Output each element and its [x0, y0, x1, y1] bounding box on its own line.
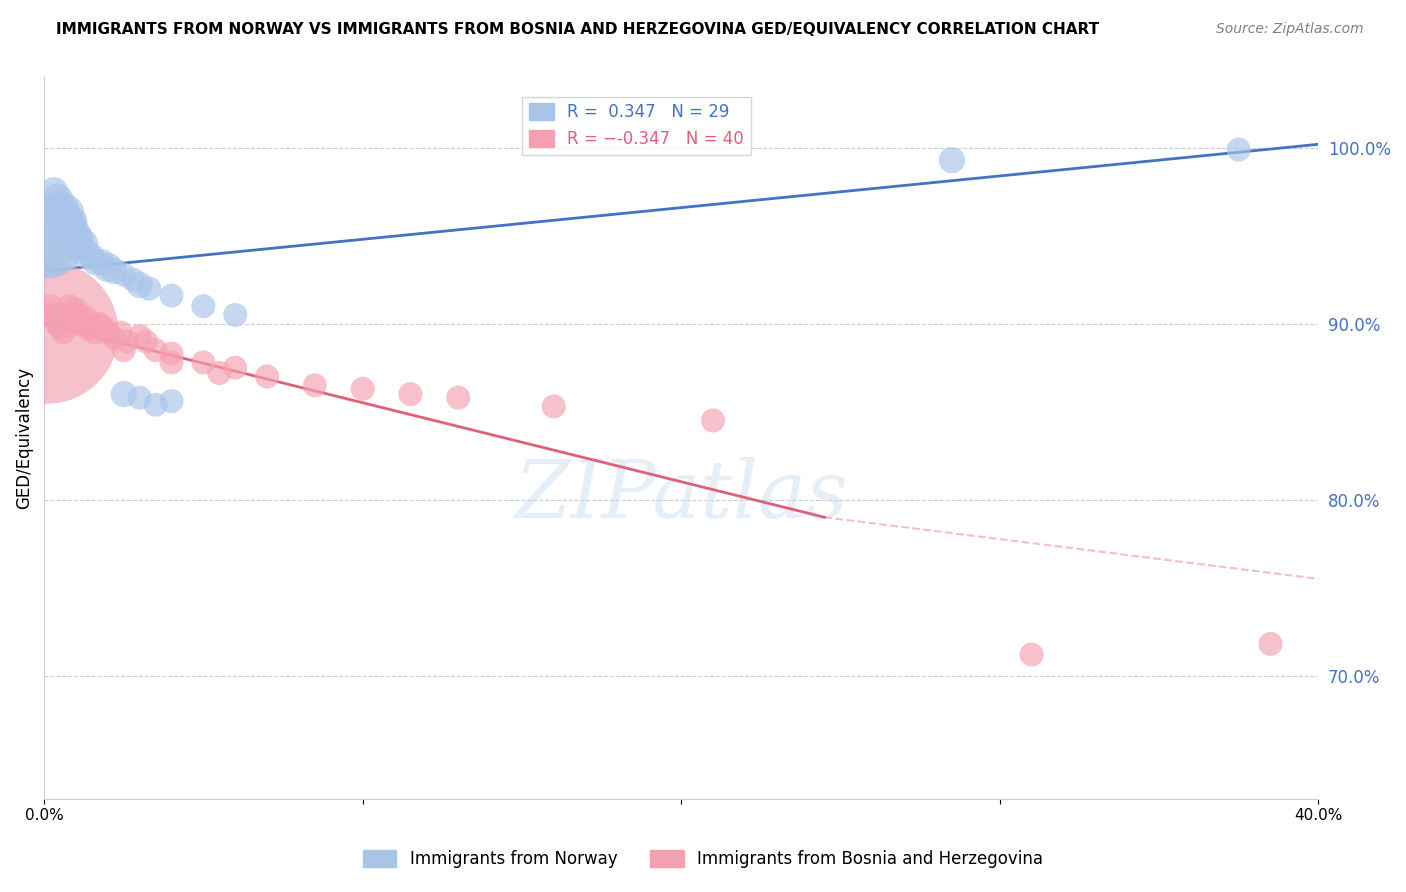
Point [145, 343, 167, 358]
Point [52, 326, 75, 340]
Point [145, 398, 167, 412]
Point [49, 202, 72, 217]
Point [42, 185, 65, 199]
Point [399, 387, 422, 401]
Point [1227, 143, 1250, 157]
Point [103, 331, 125, 345]
Point [45, 194, 67, 208]
Point [39, 232, 62, 246]
Point [80, 250, 103, 264]
Point [160, 394, 183, 409]
Text: Source: ZipAtlas.com: Source: ZipAtlas.com [1216, 22, 1364, 37]
Point [304, 378, 326, 392]
Point [97, 326, 120, 340]
Point [112, 387, 135, 401]
Point [90, 320, 112, 334]
Point [77, 322, 100, 336]
Point [112, 268, 135, 282]
Legend: R =  0.347   N = 29, R = −-0.347   N = 40: R = 0.347 N = 29, R = −-0.347 N = 40 [523, 96, 751, 154]
Point [208, 366, 231, 380]
Point [122, 273, 145, 287]
Point [112, 343, 135, 358]
Point [103, 264, 125, 278]
Legend: Immigrants from Norway, Immigrants from Bosnia and Herzegovina: Immigrants from Norway, Immigrants from … [356, 843, 1050, 875]
Point [90, 255, 112, 269]
Point [67, 232, 90, 246]
Point [37, 237, 59, 252]
Text: ZIPatlas: ZIPatlas [515, 457, 848, 534]
Point [49, 320, 72, 334]
Point [87, 317, 110, 331]
Point [160, 288, 183, 302]
Point [193, 299, 215, 313]
Point [352, 382, 374, 396]
Point [37, 228, 59, 243]
Point [55, 308, 77, 322]
Point [115, 334, 138, 349]
Point [58, 219, 80, 234]
Point [42, 308, 65, 322]
Point [941, 153, 963, 168]
Point [1260, 637, 1282, 651]
Point [128, 391, 150, 405]
Point [84, 255, 107, 269]
Point [65, 302, 87, 317]
Point [97, 260, 120, 275]
Point [65, 228, 87, 243]
Text: IMMIGRANTS FROM NORWAY VS IMMIGRANTS FROM BOSNIA AND HERZEGOVINA GED/EQUIVALENCY: IMMIGRANTS FROM NORWAY VS IMMIGRANTS FRO… [56, 22, 1099, 37]
Point [52, 211, 75, 226]
Point [138, 281, 160, 295]
Y-axis label: GED/Equivalency: GED/Equivalency [15, 367, 32, 509]
Point [447, 391, 470, 405]
Point [55, 206, 77, 220]
Point [37, 326, 59, 340]
Point [193, 355, 215, 369]
Point [160, 355, 183, 369]
Point [80, 320, 103, 334]
Point [62, 317, 84, 331]
Point [37, 308, 59, 322]
Point [110, 326, 132, 340]
Point [45, 317, 67, 331]
Point [256, 369, 278, 384]
Point [1021, 648, 1043, 662]
Point [543, 400, 565, 414]
Point [702, 413, 724, 427]
Point [58, 299, 80, 313]
Point [75, 311, 97, 326]
Point [67, 308, 90, 322]
Point [72, 317, 94, 331]
Point [128, 278, 150, 293]
Point [62, 215, 84, 229]
Point [84, 326, 107, 340]
Point [75, 246, 97, 260]
Point [224, 360, 246, 375]
Point [72, 237, 94, 252]
Point [224, 308, 246, 322]
Point [160, 346, 183, 360]
Point [128, 329, 150, 343]
Point [135, 334, 157, 349]
Point [39, 299, 62, 313]
